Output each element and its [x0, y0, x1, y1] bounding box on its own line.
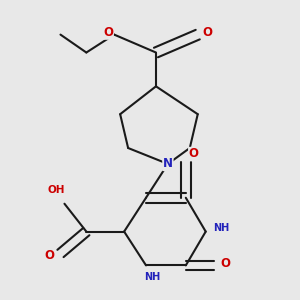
- Text: O: O: [220, 257, 231, 270]
- Text: O: O: [103, 26, 113, 39]
- Text: O: O: [203, 26, 213, 39]
- Text: NH: NH: [213, 224, 229, 233]
- Text: NH: NH: [144, 272, 160, 282]
- Text: OH: OH: [48, 185, 65, 195]
- Text: O: O: [44, 249, 54, 262]
- Text: O: O: [189, 148, 199, 160]
- Text: N: N: [163, 158, 173, 170]
